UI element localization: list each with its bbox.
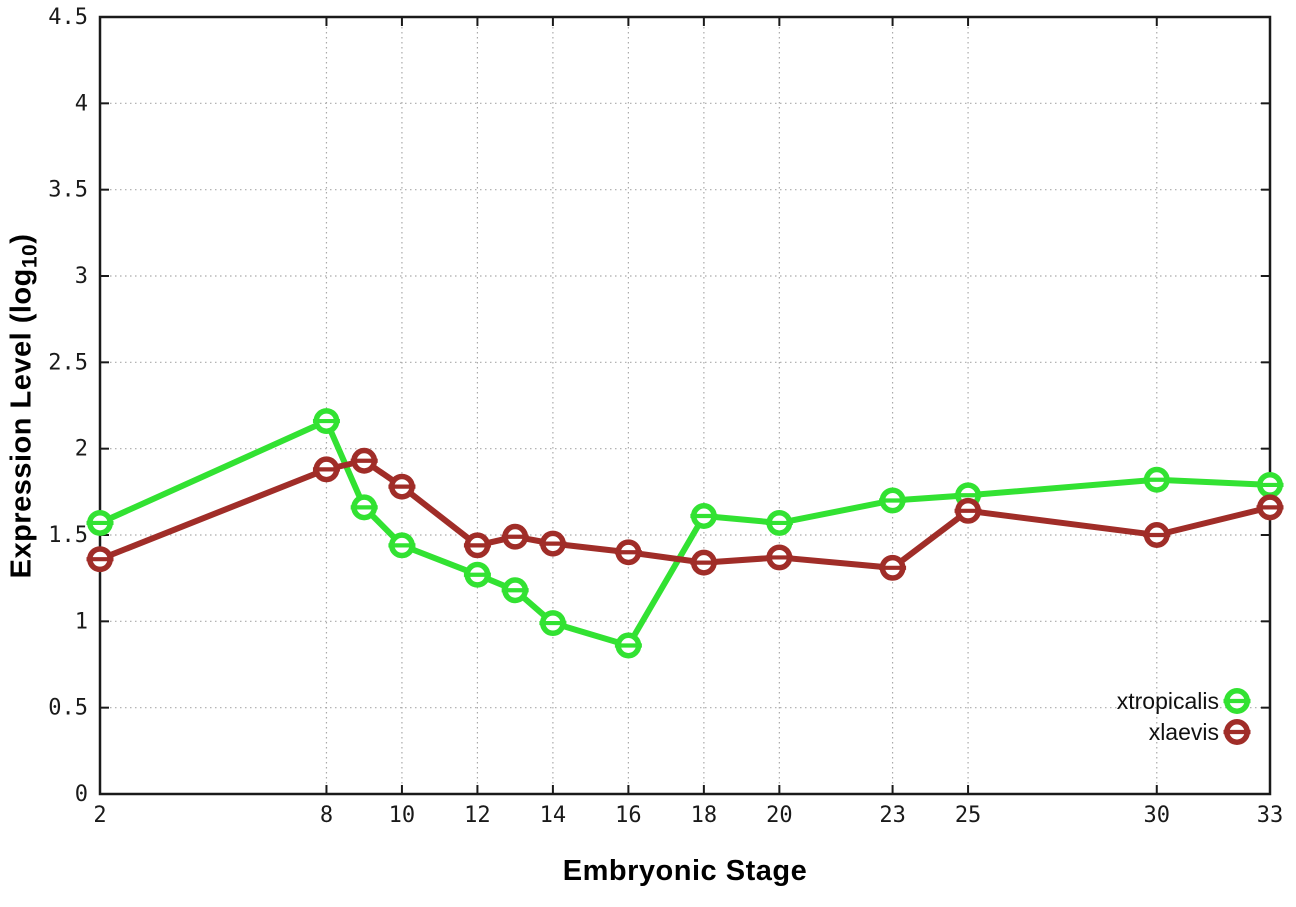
y-tick-label: 3.5 xyxy=(48,178,88,203)
x-tick-label: 20 xyxy=(766,803,793,828)
y-axis-title-text: Expression Level (log xyxy=(5,268,38,579)
y-tick-label: 4.5 xyxy=(48,5,88,30)
y-tick-label: 3 xyxy=(75,264,88,289)
x-tick-label: 23 xyxy=(879,803,906,828)
series-line-xtropicalis xyxy=(97,418,1273,649)
y-tick-label: 1 xyxy=(75,609,88,634)
x-tick-label: 8 xyxy=(320,803,333,828)
y-tick-label: 1.5 xyxy=(48,523,88,548)
x-tick-label: 25 xyxy=(955,803,982,828)
plot-border xyxy=(98,15,1272,796)
y-axis-title-subscript: 10 xyxy=(18,243,42,269)
legend-label-xlaevis: xlaevis xyxy=(1149,719,1219,745)
x-tick-label: 14 xyxy=(540,803,567,828)
y-tick-label: 4 xyxy=(75,91,88,116)
y-tick-label: 2.5 xyxy=(48,350,88,375)
y-tick-label: 0.5 xyxy=(48,696,88,721)
y-tick-label: 2 xyxy=(75,437,88,462)
x-tick-label: 33 xyxy=(1257,803,1284,828)
y-tick-label: 0 xyxy=(75,782,88,807)
x-tick-label: 16 xyxy=(615,803,642,828)
x-tick-label: 2 xyxy=(93,803,106,828)
x-tick-label: 12 xyxy=(464,803,491,828)
x-axis-title: Embryonic Stage xyxy=(562,855,808,887)
x-tick-label: 30 xyxy=(1144,803,1171,828)
x-tick-label: 18 xyxy=(691,803,718,828)
legend-label-xtropicalis: xtropicalis xyxy=(1117,688,1219,714)
y-axis-title-suffix: ) xyxy=(5,233,38,244)
x-tick-label: 10 xyxy=(389,803,416,828)
y-axis-title: Expression Level (log10) xyxy=(5,233,42,579)
